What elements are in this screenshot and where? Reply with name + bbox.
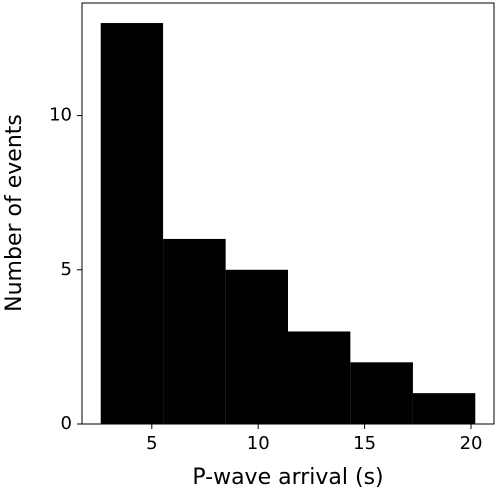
bar: [350, 362, 413, 424]
x-tick-label: 10: [247, 433, 270, 454]
bar: [288, 331, 351, 424]
bar: [163, 238, 226, 424]
plot-frame: [81, 2, 495, 425]
y-tick-label: 5: [61, 259, 72, 280]
x-tick-label: 15: [353, 433, 376, 454]
y-tick-label: 10: [49, 105, 72, 126]
x-tick-label: 20: [460, 433, 483, 454]
y-tick-label: 0: [61, 413, 72, 434]
x-axis-label: P-wave arrival (s): [192, 465, 383, 490]
bar: [100, 23, 164, 425]
bar: [225, 269, 288, 424]
x-tick-label: 5: [146, 433, 157, 454]
bar: [412, 393, 476, 424]
y-axis-label: Number of events: [2, 114, 27, 312]
